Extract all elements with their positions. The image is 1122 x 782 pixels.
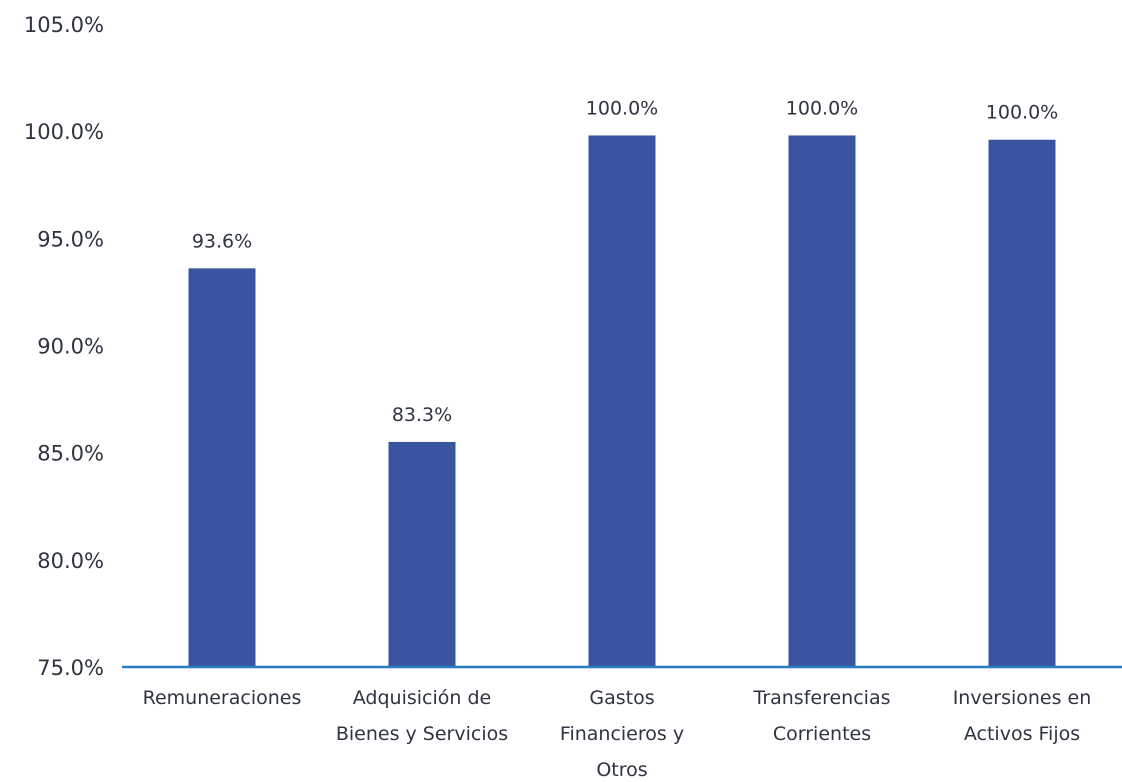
y-tick-label: 75.0%	[37, 656, 104, 680]
y-tick-label: 105.0%	[24, 13, 104, 37]
bar	[988, 139, 1056, 668]
data-label: 100.0%	[786, 97, 858, 119]
data-label: 93.6%	[192, 230, 252, 252]
bar	[588, 135, 656, 667]
y-tick-label: 90.0%	[37, 335, 104, 359]
data-label: 83.3%	[392, 404, 452, 426]
y-tick-label: 80.0%	[37, 549, 104, 573]
x-tick-label: Adquisición de Bienes y Servicios	[336, 687, 508, 745]
bars	[188, 135, 1056, 668]
y-tick-label: 85.0%	[37, 442, 104, 466]
data-label: 100.0%	[586, 97, 658, 119]
bar	[788, 135, 856, 667]
bar	[388, 441, 456, 667]
x-tick-label: Gastos Financieros y Otros	[560, 687, 684, 781]
y-tick-label: 95.0%	[37, 227, 104, 251]
y-tick-label: 100.0%	[24, 120, 104, 144]
x-tick-label: Inversiones en Activos Fijos	[953, 687, 1092, 745]
y-axis-ticks: 75.0% 80.0% 85.0% 90.0% 95.0% 100.0% 105.0%	[24, 13, 104, 680]
data-labels: 93.6% 83.3% 100.0% 100.0% 100.0%	[192, 97, 1058, 425]
data-label: 100.0%	[986, 102, 1058, 124]
x-tick-label: Remuneraciones	[143, 687, 302, 709]
x-tick-label: Transferencias Corrientes	[753, 687, 891, 745]
bar	[188, 268, 256, 667]
x-axis-category-labels: Remuneraciones Adquisición de Bienes y Ser…	[143, 687, 1092, 781]
